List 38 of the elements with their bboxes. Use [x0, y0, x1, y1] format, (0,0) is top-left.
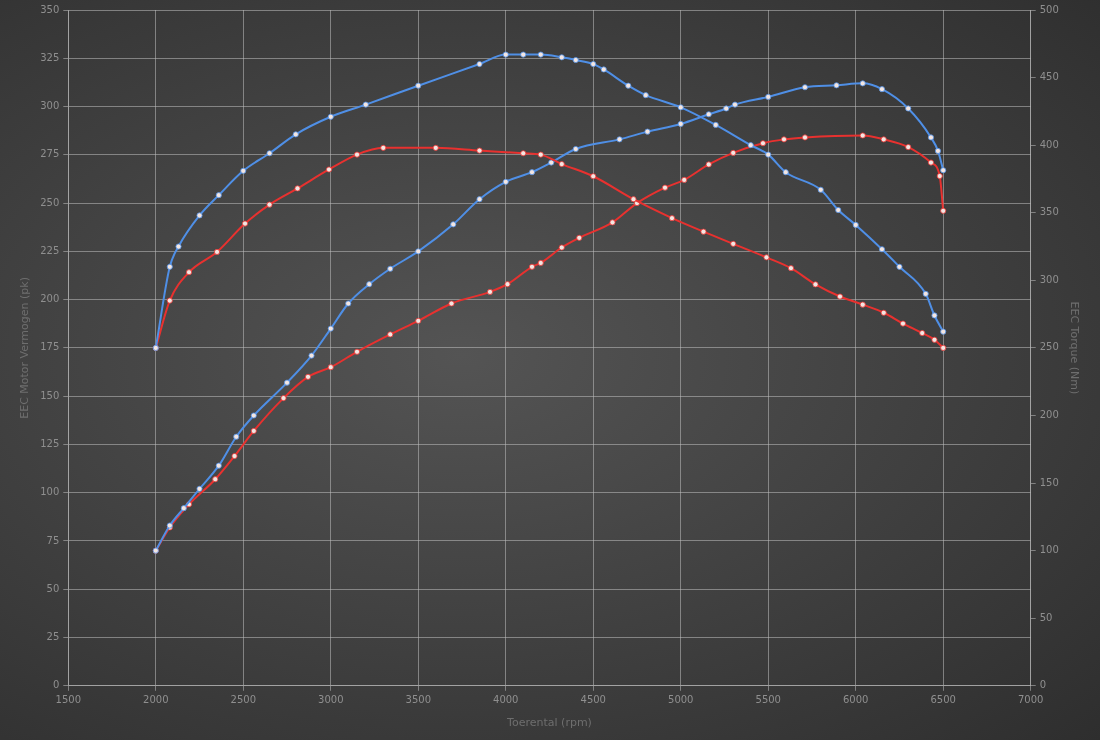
- y-tick-label: 125: [40, 438, 60, 450]
- y-tick-label: 100: [40, 486, 60, 498]
- y-tick-label: 25: [46, 631, 60, 643]
- x-tick-label: 4500: [580, 694, 606, 706]
- y-tick-label: 275: [40, 148, 60, 160]
- y-tick-label: 0: [52, 679, 60, 691]
- y2-tick-label: 200: [1039, 409, 1059, 421]
- y2-tick-label: 300: [1039, 273, 1059, 285]
- y-tick-label: 225: [40, 244, 60, 256]
- x-tick-label: 2500: [230, 694, 256, 706]
- y-tick-label: 350: [40, 3, 60, 15]
- x-tick-label: 3000: [318, 694, 344, 706]
- y2-tick-label: 250: [1039, 341, 1059, 353]
- y2-tick-label: 450: [1039, 71, 1059, 83]
- x-tick-label: 5500: [755, 694, 781, 706]
- y-tick-label: 325: [40, 51, 60, 63]
- y2-tick-label: 500: [1039, 3, 1059, 15]
- y-tick-label: 50: [46, 582, 60, 594]
- y-tick-label: 150: [40, 389, 60, 401]
- y2-tick-label: 100: [1039, 544, 1059, 556]
- y-tick-label: 250: [40, 196, 60, 208]
- x-tick-label: 6500: [930, 694, 956, 706]
- x-tick-label: 5000: [668, 694, 694, 706]
- x-tick-label: 2000: [143, 694, 169, 706]
- x-tick-label: 4000: [493, 694, 519, 706]
- y2-tick-label: 50: [1039, 611, 1053, 623]
- x-tick-label: 7000: [1017, 694, 1044, 706]
- y2-tick-label: 0: [1039, 679, 1047, 691]
- y-tick-label: 200: [40, 293, 60, 305]
- y-tick-label: 300: [40, 100, 60, 112]
- x-tick-label: 6000: [843, 694, 869, 706]
- y-tick-label: 175: [40, 341, 60, 353]
- x-tick-label: 1500: [55, 694, 82, 706]
- y2-tick-label: 150: [1039, 476, 1059, 488]
- x-tick-label: 3500: [405, 694, 431, 706]
- y-tick-label: 75: [46, 534, 60, 546]
- y2-tick-label: 400: [1039, 138, 1059, 150]
- y2-tick-label: 350: [1039, 206, 1059, 218]
